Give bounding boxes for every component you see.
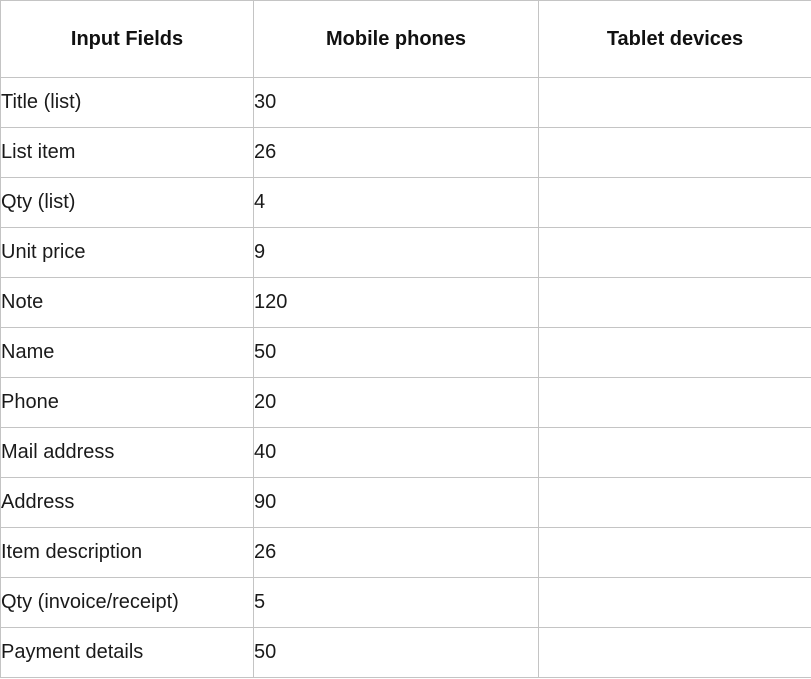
header-mobile-phones: Mobile phones [253,0,539,78]
table-row: Name 50 [0,327,811,378]
table-row: Qty (invoice/receipt) 5 [0,577,811,628]
tablet-value-cell [538,377,811,428]
table-row: Phone 20 [0,377,811,428]
field-name-cell: List item [0,127,254,178]
tablet-value-cell [538,527,811,578]
field-name-cell: Title (list) [0,77,254,128]
tablet-value-cell [538,127,811,178]
header-tablet-devices: Tablet devices [538,0,811,78]
tablet-value-cell [538,627,811,678]
mobile-value-cell: 4 [253,177,539,228]
table-row: Address 90 [0,477,811,528]
tablet-value-cell [538,177,811,228]
table-row: Qty (list) 4 [0,177,811,228]
mobile-value-cell: 9 [253,227,539,278]
table-row: Title (list) 30 [0,77,811,128]
table-row: Unit price 9 [0,227,811,278]
mobile-value-cell: 26 [253,127,539,178]
field-name-cell: Mail address [0,427,254,478]
table-row: Mail address 40 [0,427,811,478]
field-name-cell: Payment details [0,627,254,678]
mobile-value-cell: 5 [253,577,539,628]
tablet-value-cell [538,477,811,528]
field-name-cell: Phone [0,377,254,428]
field-name-cell: Address [0,477,254,528]
field-name-cell: Note [0,277,254,328]
field-name-cell: Name [0,327,254,378]
tablet-value-cell [538,427,811,478]
mobile-value-cell: 120 [253,277,539,328]
field-name-cell: Item description [0,527,254,578]
tablet-value-cell [538,577,811,628]
table-row: Payment details 50 [0,627,811,678]
mobile-value-cell: 26 [253,527,539,578]
mobile-value-cell: 50 [253,627,539,678]
table-row: List item 26 [0,127,811,178]
table-row: Note 120 [0,277,811,328]
mobile-value-cell: 40 [253,427,539,478]
table-row: Item description 26 [0,527,811,578]
mobile-value-cell: 20 [253,377,539,428]
tablet-value-cell [538,277,811,328]
field-name-cell: Qty (invoice/receipt) [0,577,254,628]
tablet-value-cell [538,227,811,278]
tablet-value-cell [538,327,811,378]
field-name-cell: Unit price [0,227,254,278]
mobile-value-cell: 30 [253,77,539,128]
mobile-value-cell: 50 [253,327,539,378]
header-input-fields: Input Fields [0,0,254,78]
mobile-value-cell: 90 [253,477,539,528]
field-name-cell: Qty (list) [0,177,254,228]
tablet-value-cell [538,77,811,128]
table-header-row: Input Fields Mobile phones Tablet device… [0,0,811,78]
